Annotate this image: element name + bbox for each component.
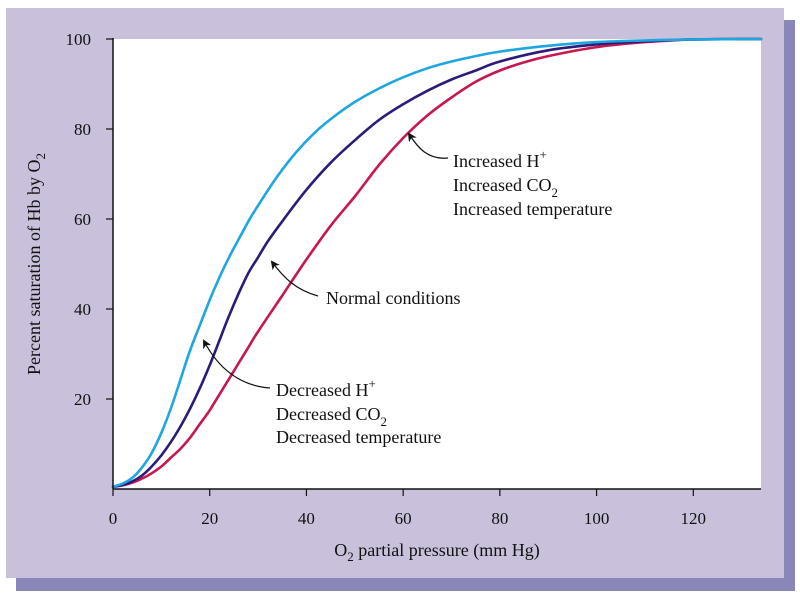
- curve-normal: [111, 37, 763, 489]
- x-tick-label: 60: [395, 509, 412, 528]
- x-tick-label: 40: [298, 509, 315, 528]
- annotation-right-shift-line2: Increased CO2: [453, 175, 558, 200]
- ticks-group: 0 20 40 60 80 100 120 20 40 60 80 100: [66, 30, 707, 528]
- y-tick-label: 100: [66, 30, 92, 49]
- x-tick-label: 80: [491, 509, 508, 528]
- annotation-left-shift-line3: Decreased temperature: [276, 427, 441, 447]
- curves-group: [111, 37, 763, 489]
- y-tick-label: 20: [74, 390, 91, 409]
- annotation-left-shift-line1: Decreased H+: [276, 376, 376, 400]
- arrow-left-shift: [203, 339, 271, 389]
- x-tick-label: 0: [109, 509, 118, 528]
- y-tick-label: 40: [74, 300, 91, 319]
- plot-area: [113, 39, 761, 489]
- y-axis-title: Percent saturation of Hb by O2: [24, 153, 48, 375]
- annotation-right-shift-line3: Increased temperature: [453, 199, 612, 219]
- annotation-normal: Normal conditions: [326, 288, 460, 308]
- x-tick-label: 20: [201, 509, 218, 528]
- x-tick-label: 100: [584, 509, 610, 528]
- x-tick-label: 120: [681, 509, 707, 528]
- arrow-normal: [270, 260, 319, 297]
- y-tick-label: 60: [74, 210, 91, 229]
- curve-left-shift: [111, 37, 763, 489]
- x-axis-title: O2 partial pressure (mm Hg): [334, 540, 539, 564]
- annotation-right-shift-line1: Increased H+: [453, 147, 547, 171]
- y-tick-label: 80: [74, 120, 91, 139]
- arrow-right-shift: [407, 132, 449, 159]
- annotation-left-shift-line2: Decreased CO2: [276, 404, 387, 429]
- curve-right-shift: [111, 37, 763, 489]
